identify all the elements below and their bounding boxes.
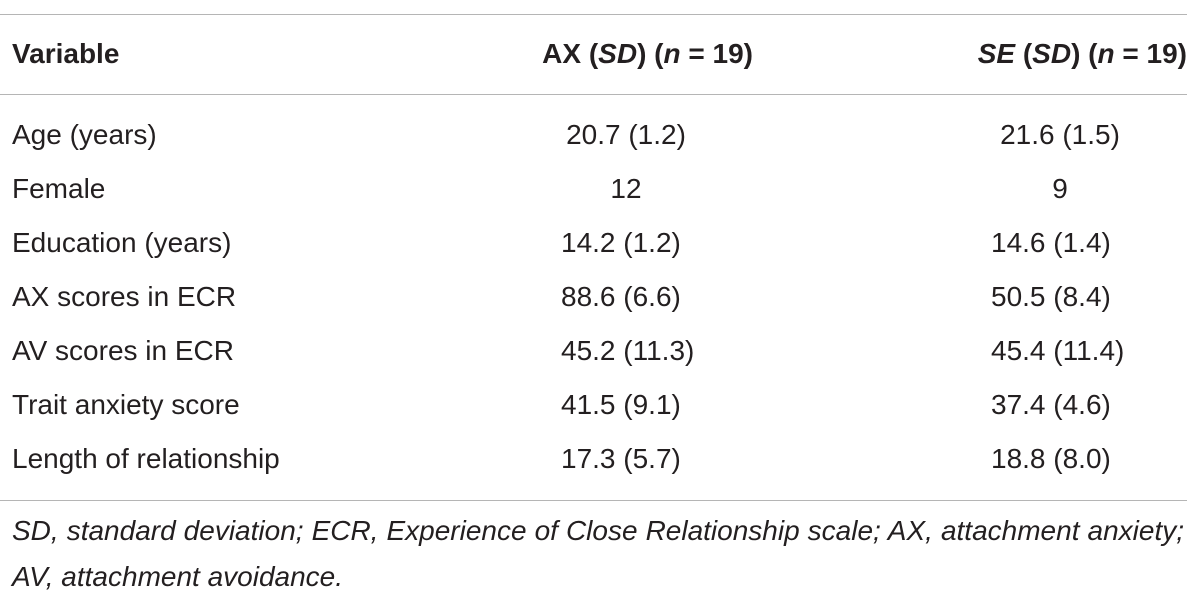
top-rule bbox=[0, 14, 1187, 15]
cell-ax: 17.3 (5.7) bbox=[561, 443, 681, 474]
cell-se: 21.6 (1.5) bbox=[1000, 119, 1120, 150]
cell-variable: AX scores in ECR bbox=[12, 281, 237, 312]
cell-variable: Education (years) bbox=[12, 227, 232, 258]
cell-variable: Age (years) bbox=[12, 119, 157, 150]
cell-se: 18.8 (8.0) bbox=[991, 443, 1111, 474]
header-se-suffix: = 19) bbox=[1114, 38, 1187, 69]
cell-ax: 20.7 (1.2) bbox=[566, 119, 686, 150]
cell-se: 9 bbox=[1052, 173, 1068, 204]
table-row: Age (years) 20.7 (1.2) 21.6 (1.5) bbox=[0, 108, 1187, 162]
header-se-open: ( bbox=[1015, 38, 1033, 69]
cell-se: 45.4 (11.4) bbox=[991, 335, 1125, 366]
header-se-mid: ) ( bbox=[1071, 38, 1098, 69]
cell-ax: 12 bbox=[610, 173, 642, 204]
cell-ax: 14.2 (1.2) bbox=[561, 227, 681, 258]
cell-se: 50.5 (8.4) bbox=[991, 281, 1111, 312]
table-footnote: SD, standard deviation; ECR, Experience … bbox=[12, 515, 1184, 592]
table-row: AX scores in ECR 88.6 (6.6) 50.5 (8.4) bbox=[0, 270, 1187, 324]
table-row: Length of relationship 17.3 (5.7) 18.8 (… bbox=[0, 432, 1187, 486]
header-ax: AX (SD) (n = 19) bbox=[500, 27, 753, 81]
header-ax-mid: ) ( bbox=[637, 38, 664, 69]
header-variable: Variable bbox=[12, 38, 120, 69]
table-row: Education (years) 14.2 (1.2) 14.6 (1.4) bbox=[0, 216, 1187, 270]
table-header-row: Variable AX (SD) (n = 19) SE (SD) (n = 1… bbox=[0, 27, 1187, 81]
cell-ax: 41.5 (9.1) bbox=[561, 389, 681, 420]
cell-ax: 88.6 (6.6) bbox=[561, 281, 681, 312]
table-row: Female 12 9 bbox=[0, 162, 1187, 216]
cell-variable: Length of relationship bbox=[12, 443, 280, 474]
cell-variable: Trait anxiety score bbox=[12, 389, 240, 420]
table-row: Trait anxiety score 41.5 (9.1) 37.4 (4.6… bbox=[0, 378, 1187, 432]
header-se-n: n bbox=[1097, 38, 1115, 69]
table-row: AV scores in ECR 45.2 (11.3) 45.4 (11.4) bbox=[0, 324, 1187, 378]
header-rule bbox=[0, 94, 1187, 95]
cell-variable: AV scores in ECR bbox=[12, 335, 234, 366]
header-ax-prefix: AX ( bbox=[542, 38, 599, 69]
bottom-rule bbox=[0, 500, 1187, 501]
header-ax-n: n bbox=[663, 38, 681, 69]
cell-ax: 45.2 (11.3) bbox=[561, 335, 695, 366]
header-se-label: SE bbox=[977, 38, 1016, 69]
header-se: SE (SD) (n = 19) bbox=[900, 27, 1187, 81]
cell-se: 37.4 (4.6) bbox=[991, 389, 1111, 420]
header-ax-sd: SD bbox=[598, 38, 638, 69]
cell-se: 14.6 (1.4) bbox=[991, 227, 1111, 258]
header-ax-suffix: = 19) bbox=[680, 38, 753, 69]
header-se-sd: SD bbox=[1032, 38, 1072, 69]
cell-variable: Female bbox=[12, 173, 106, 204]
